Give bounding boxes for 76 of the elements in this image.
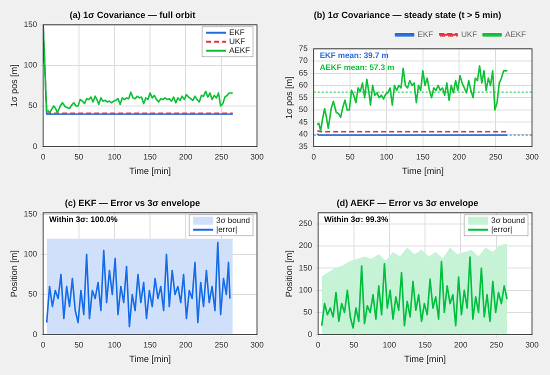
x-axis-title: Time [min] xyxy=(402,166,444,176)
legend-label: EKF xyxy=(418,30,434,40)
x-tick-label: 150 xyxy=(143,152,158,162)
y-tick-label: 50 xyxy=(303,308,313,317)
y-axis-title: 1σ pos [m] xyxy=(8,64,19,107)
x-axis-title: Time [min] xyxy=(404,354,446,364)
x-tick-label: 100 xyxy=(108,340,122,350)
y-tick-label: 0 xyxy=(32,142,38,151)
x-tick-label: 100 xyxy=(382,340,397,350)
y-tick-label: 200 xyxy=(298,241,313,250)
x-tick-label: 50 xyxy=(346,152,356,162)
legend-label: |error| xyxy=(216,225,238,234)
legend-label: EKF xyxy=(229,28,245,38)
y-tick-label: 50 xyxy=(28,101,38,110)
x-tick-label: 50 xyxy=(74,340,84,350)
y-tick-label: 150 xyxy=(24,20,38,30)
x-tick-label: 250 xyxy=(214,152,229,162)
x-axis-title: Time [min] xyxy=(129,166,171,176)
y-tick-label: 60 xyxy=(298,80,308,90)
annotation: Within 3σ: 100.0% xyxy=(49,215,118,224)
annotation: Within 3σ: 99.3% xyxy=(324,215,388,224)
y-tick-label: 35 xyxy=(298,142,308,151)
y-tick-label: 50 xyxy=(298,105,308,114)
x-tick-label: 300 xyxy=(525,152,540,162)
y-tick-label: 50 xyxy=(28,290,38,299)
y-tick-label: 70 xyxy=(298,56,308,66)
legend-label: 3σ bound xyxy=(491,216,526,226)
legend-label: AEKF xyxy=(505,30,526,40)
y-tick-label: 250 xyxy=(298,219,313,228)
x-tick-label: 0 xyxy=(40,340,46,350)
x-tick-label: 0 xyxy=(316,340,321,350)
ref-line-label: EKF mean: 39.7 m xyxy=(320,51,389,60)
x-tick-label: 0 xyxy=(40,152,46,162)
x-tick-label: 150 xyxy=(418,340,432,350)
legend-label: UKF xyxy=(461,30,478,40)
y-tick-label: 45 xyxy=(298,117,308,126)
x-tick-label: 250 xyxy=(488,152,503,162)
y-tick-label: 0 xyxy=(32,330,38,339)
legend-label: 3σ bound xyxy=(216,216,250,226)
x-axis-title: Time [min] xyxy=(129,354,171,364)
x-tick-label: 50 xyxy=(349,340,359,350)
x-tick-label: 200 xyxy=(179,152,193,162)
ref-line-label: AEKF mean: 57.3 m xyxy=(320,63,394,72)
x-tick-label: 300 xyxy=(250,340,264,350)
x-tick-label: 200 xyxy=(179,340,193,350)
y-tick-label: 100 xyxy=(298,286,313,295)
y-axis-title: 1σ pos [m] xyxy=(284,76,294,119)
y-tick-label: 0 xyxy=(308,330,313,339)
x-tick-label: 100 xyxy=(380,152,394,162)
x-tick-label: 250 xyxy=(214,340,229,350)
x-tick-label: 150 xyxy=(143,340,158,350)
x-tick-label: 250 xyxy=(490,340,504,350)
chart-title: (d) AEKF — Error vs 3σ envelope xyxy=(336,198,478,208)
y-tick-label: 100 xyxy=(24,250,38,259)
legend-label: UKF xyxy=(229,37,246,46)
x-tick-label: 200 xyxy=(454,340,468,350)
legend-label: AEKF xyxy=(229,46,250,56)
x-tick-label: 200 xyxy=(452,152,466,162)
x-tick-label: 50 xyxy=(74,152,84,162)
legend-label: |error| xyxy=(491,225,512,234)
x-tick-label: 300 xyxy=(525,340,540,350)
y-tick-label: 55 xyxy=(298,92,308,102)
chart-title: (b) 1σ Covariance — steady state (t > 5 min) xyxy=(314,10,502,20)
y-tick-label: 40 xyxy=(298,130,308,139)
y-axis-title: Position [m] xyxy=(8,250,19,298)
chart-title: (c) EKF — Error vs 3σ envelope xyxy=(64,198,200,208)
chart-title: (a) 1σ Covariance — full orbit xyxy=(70,10,196,20)
y-axis-title: Position [m] xyxy=(284,250,294,298)
y-tick-label: 75 xyxy=(298,44,308,54)
y-tick-label: 100 xyxy=(24,60,38,70)
x-tick-label: 100 xyxy=(108,152,122,162)
x-tick-label: 150 xyxy=(416,152,430,162)
y-tick-label: 65 xyxy=(298,68,308,78)
x-tick-label: 300 xyxy=(250,152,264,162)
y-tick-label: 150 xyxy=(298,263,313,272)
y-tick-label: 150 xyxy=(24,210,38,219)
